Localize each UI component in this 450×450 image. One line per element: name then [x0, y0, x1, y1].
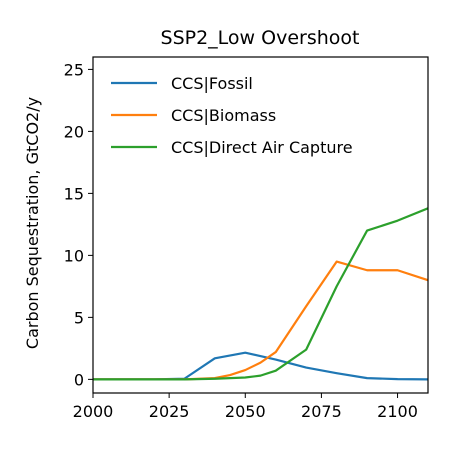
- y-tick-label: 15: [64, 184, 84, 203]
- y-tick-label: 25: [64, 60, 84, 79]
- legend-label: CCS|Direct Air Capture: [171, 138, 353, 157]
- y-axis-label: Carbon Sequestration, GtCO2/y: [23, 97, 42, 349]
- y-tick-label: 0: [74, 370, 84, 389]
- series-line-ccs-direct-air-capture: [93, 207, 428, 381]
- chart-title: SSP2_Low Overshoot: [161, 27, 360, 49]
- x-tick-label: 2050: [225, 402, 266, 421]
- x-tick-label: 2100: [377, 402, 418, 421]
- y-tick-label: 5: [74, 308, 84, 327]
- x-tick-label: 2000: [73, 402, 114, 421]
- legend-label: CCS|Fossil: [171, 74, 253, 93]
- y-tick-label: 20: [64, 122, 84, 141]
- plot-frame: [92, 56, 429, 394]
- x-tick-label: 2075: [301, 402, 342, 421]
- y-tick-label: 10: [64, 246, 84, 265]
- legend-label: CCS|Biomass: [171, 106, 276, 125]
- x-tick-label: 2025: [149, 402, 190, 421]
